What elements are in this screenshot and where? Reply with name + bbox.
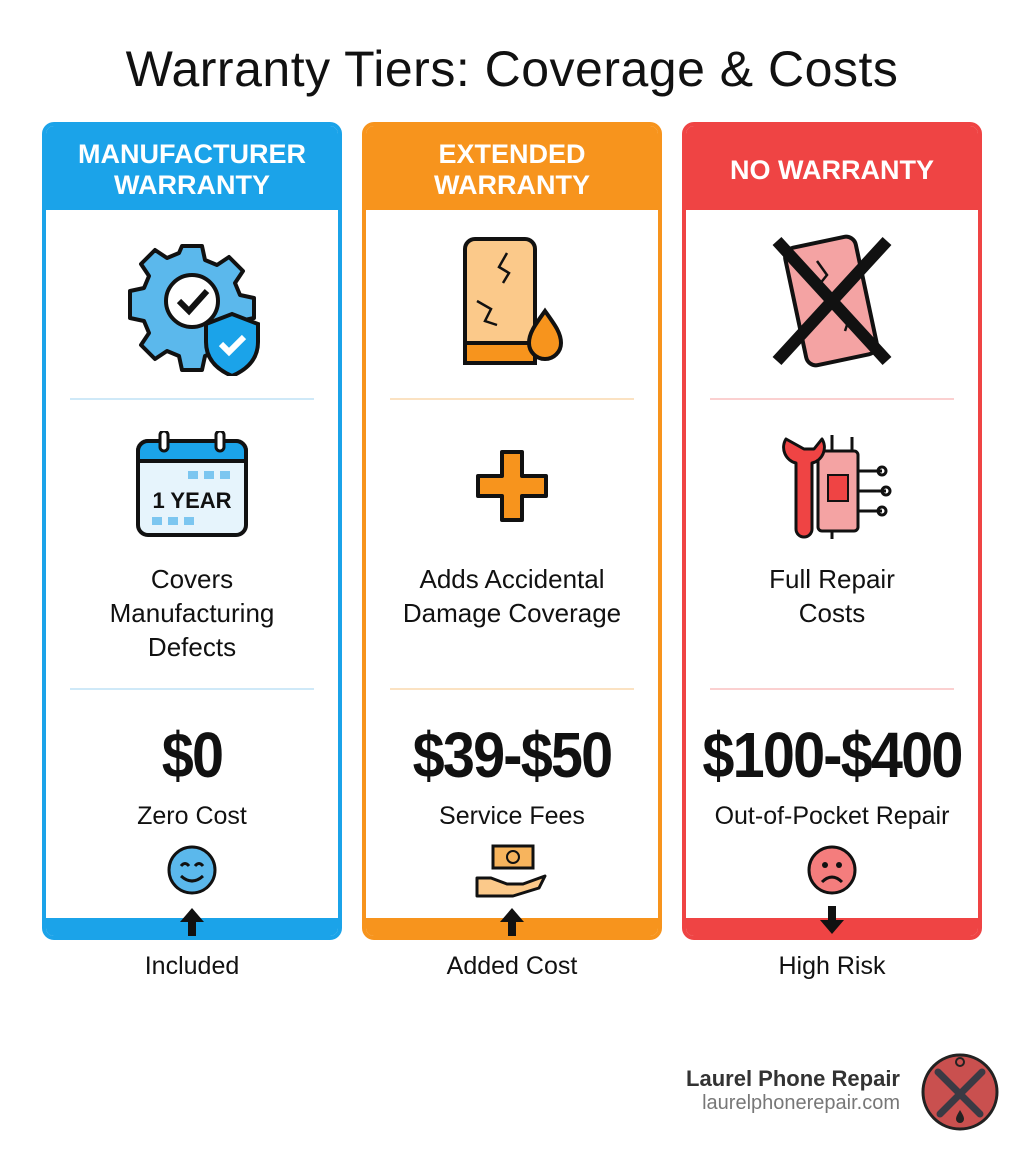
calendar-badge-text: 1 YEAR	[152, 488, 231, 513]
tier-card-no-warranty: NO WARRANTY Full Repair Costs $100-$400 O…	[682, 122, 982, 940]
price-label: Out-of-Pocket Repair	[714, 802, 950, 830]
desc-line: Covers	[150, 564, 234, 594]
desc-line: Defects	[147, 632, 237, 662]
price-label: Zero Cost	[137, 802, 247, 830]
tier-header: MANUFACTURER WARRANTY	[46, 126, 338, 210]
divider	[390, 688, 634, 690]
desc-line: Manufacturing	[109, 598, 275, 628]
arrow-up-icon	[180, 908, 204, 936]
wrench-chip-icon	[686, 426, 978, 546]
tier-footer: Included	[144, 952, 240, 980]
tier-header: EXTENDED WARRANTY	[366, 126, 658, 210]
tier-card-extended: EXTENDED WARRANTY Adds Accidental Damage C…	[362, 122, 662, 940]
desc-line: Adds Accidental	[419, 564, 605, 594]
arrow-down-icon	[820, 906, 844, 934]
brand-url[interactable]: laurelphonerepair.com	[702, 1092, 900, 1114]
crossed-out-phone-icon	[686, 226, 978, 376]
price: $0	[161, 719, 224, 791]
cracked-phone-water-drop-icon	[366, 226, 658, 376]
coverage-description: Adds Accidental Damage Coverage	[366, 562, 658, 630]
divider	[70, 688, 314, 690]
brand-name: Laurel Phone Repair	[686, 1066, 900, 1091]
sad-face-icon	[686, 844, 978, 896]
brand-block: Laurel Phone Repair laurelphonerepair.co…	[686, 1066, 900, 1115]
tier-footer: High Risk	[778, 952, 886, 980]
divider	[710, 688, 954, 690]
header-line: WARRANTY	[434, 170, 590, 200]
hand-money-icon	[366, 844, 658, 900]
divider	[70, 398, 314, 400]
plus-icon	[366, 426, 658, 546]
coverage-description: Covers Manufacturing Defects	[46, 562, 338, 664]
header-line: NO WARRANTY	[730, 154, 934, 185]
arrow-up-icon	[500, 908, 524, 936]
page-title: Warranty Tiers: Coverage & Costs	[125, 41, 899, 97]
header-line: EXTENDED	[438, 139, 586, 169]
gear-shield-check-icon	[46, 226, 338, 376]
divider	[710, 398, 954, 400]
desc-line: Damage Coverage	[402, 598, 622, 628]
price: $39-$50	[412, 719, 614, 791]
price-label: Service Fees	[439, 802, 585, 830]
header-line: MANUFACTURER	[78, 139, 306, 169]
price: $100-$400	[702, 719, 963, 791]
wrench-logo-icon	[921, 1053, 999, 1131]
tier-footer: Added Cost	[446, 952, 578, 980]
smiley-face-icon	[46, 844, 338, 896]
desc-line: Full Repair	[769, 564, 895, 594]
desc-line: Costs	[798, 598, 866, 628]
divider	[390, 398, 634, 400]
tier-card-manufacturer: MANUFACTURER WARRANTY 1 YEAR Covers Manufa…	[42, 122, 342, 940]
header-line: WARRANTY	[113, 170, 270, 200]
tier-header: NO WARRANTY	[686, 126, 978, 210]
coverage-description: Full Repair Costs	[686, 562, 978, 630]
calendar-icon: 1 YEAR	[46, 426, 338, 546]
